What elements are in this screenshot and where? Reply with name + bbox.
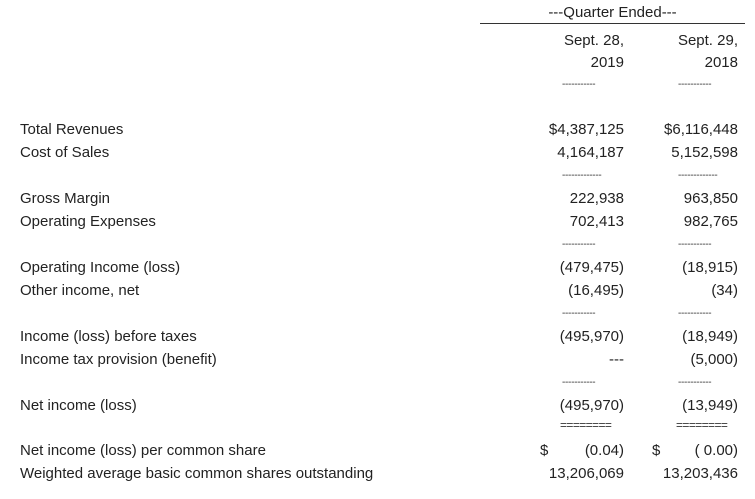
- row-value-2018: 13,203,436: [662, 465, 738, 482]
- col1-separator: -----------: [562, 239, 596, 250]
- col2-double-underline: ========: [676, 418, 728, 432]
- currency-symbol: $: [540, 442, 549, 459]
- row-label: Other income, net: [20, 282, 140, 299]
- row-value-2019: $4,387,125: [548, 121, 624, 138]
- col2-separator: -----------: [678, 377, 712, 388]
- row-value-2018: $6,116,448: [664, 121, 738, 138]
- row-value-2018: (18,915): [682, 259, 738, 276]
- row-value-2019: 222,938: [569, 190, 624, 207]
- row-value-2019: (0.04): [584, 442, 624, 459]
- col2-year: 2018: [704, 54, 738, 71]
- row-label: Cost of Sales: [20, 144, 110, 161]
- row-value-2018: ( 0.00): [694, 442, 738, 459]
- col2-date: Sept. 29,: [677, 32, 738, 49]
- col1-separator: -----------: [562, 79, 596, 90]
- row-label: Income (loss) before taxes: [20, 328, 197, 345]
- row-value-2019: 702,413: [569, 213, 624, 230]
- col1-separator: -----------: [562, 308, 596, 319]
- row-value-2018: (13,949): [682, 397, 738, 414]
- col2-separator: -----------: [678, 239, 712, 250]
- col2-separator: -----------: [678, 308, 712, 319]
- header-underline: [480, 23, 745, 24]
- row-label: Income tax provision (benefit): [20, 351, 217, 368]
- row-label: Total Revenues: [20, 121, 124, 138]
- row-label: Operating Expenses: [20, 213, 156, 230]
- row-value-2019: 13,206,069: [548, 465, 624, 482]
- row-value-2019: (16,495): [568, 282, 624, 299]
- row-value-2019: 4,164,187: [557, 144, 624, 161]
- row-label: Operating Income (loss): [20, 259, 181, 276]
- col1-year: 2019: [590, 54, 624, 71]
- row-value-2018: 5,152,598: [671, 144, 738, 161]
- col1-double-underline: ========: [560, 418, 612, 432]
- col1-separator: -------------: [562, 170, 602, 181]
- row-label: Gross Margin: [20, 190, 111, 207]
- row-label: Net income (loss): [20, 397, 137, 414]
- row-label: Net income (loss) per common share: [20, 442, 266, 459]
- row-value-2019: ---: [609, 351, 624, 368]
- row-value-2019: (495,970): [559, 328, 624, 345]
- quarter-ended-header: ---Quarter Ended---: [548, 4, 677, 21]
- row-value-2019: (479,475): [559, 259, 624, 276]
- row-label: Weighted average basic common shares out…: [20, 465, 374, 482]
- row-value-2018: (5,000): [690, 351, 738, 368]
- col1-date: Sept. 28,: [563, 32, 624, 49]
- currency-symbol: $: [652, 442, 661, 459]
- row-value-2019: (495,970): [559, 397, 624, 414]
- row-value-2018: (34): [711, 282, 738, 299]
- row-value-2018: (18,949): [682, 328, 738, 345]
- col2-separator: -------------: [678, 170, 718, 181]
- col1-separator: -----------: [562, 377, 596, 388]
- row-value-2018: 963,850: [683, 190, 738, 207]
- col2-separator: -----------: [678, 79, 712, 90]
- row-value-2018: 982,765: [683, 213, 738, 230]
